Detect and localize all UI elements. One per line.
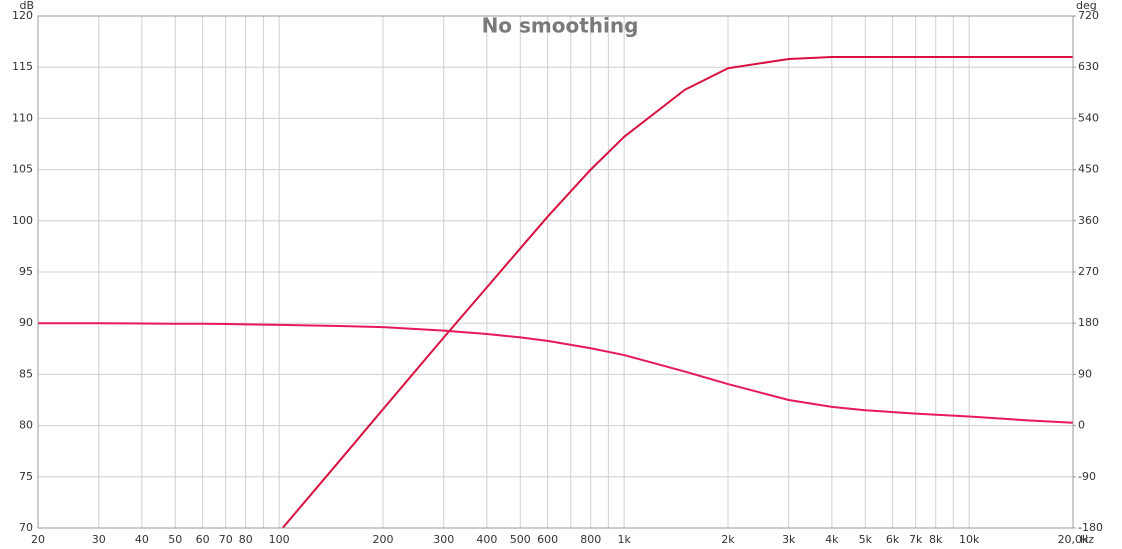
y-tick-label: 115 (12, 60, 33, 73)
y2-tick-label: 360 (1078, 214, 1099, 227)
y2-tick-label: 270 (1078, 265, 1099, 278)
series-line (38, 322, 1073, 424)
x-unit: Hz (1080, 533, 1094, 546)
y2-tick-label: 450 (1078, 163, 1099, 176)
x-tick-label: 80 (239, 533, 253, 546)
x-tick-label: 2k (721, 533, 735, 546)
y-tick-label: 95 (19, 265, 33, 278)
y-unit: dB (19, 0, 34, 12)
x-tick-label: 20 (31, 533, 45, 546)
y-tick-label: 105 (12, 163, 33, 176)
y-tick-label: 100 (12, 214, 33, 227)
y-tick-label: 80 (19, 419, 33, 432)
x-tick-label: 6k (886, 533, 900, 546)
y2-tick-label: 540 (1078, 111, 1099, 124)
y2-tick-label: 90 (1078, 367, 1092, 380)
y2-tick-label: 630 (1078, 60, 1099, 73)
x-tick-label: 70 (219, 533, 233, 546)
x-tick-label: 5k (859, 533, 873, 546)
x-tick-label: 100 (269, 533, 290, 546)
x-tick-label: 500 (510, 533, 531, 546)
y-tick-label: 120 (12, 9, 33, 22)
x-tick-label: 7k (909, 533, 923, 546)
x-tick-label: 4k (825, 533, 839, 546)
y-tick-label: 110 (12, 111, 33, 124)
y2-unit: deg (1076, 0, 1097, 12)
x-tick-label: 200 (373, 533, 394, 546)
series-line (281, 55, 1073, 528)
x-tick-label: 60 (196, 533, 210, 546)
x-tick-label: 1k (617, 533, 631, 546)
y2-tick-label: -90 (1078, 470, 1096, 483)
chart-title: No smoothing (482, 14, 639, 38)
y-tick-label: 75 (19, 470, 33, 483)
x-tick-label: 8k (929, 533, 943, 546)
x-tick-label: 40 (135, 533, 149, 546)
x-tick-label: 20,0k (1058, 533, 1089, 546)
x-tick-label: 400 (476, 533, 497, 546)
y2-tick-label: -180 (1078, 521, 1103, 534)
x-tick-label: 30 (92, 533, 106, 546)
y-tick-label: 90 (19, 316, 33, 329)
y-tick-label: 85 (19, 367, 33, 380)
x-tick-label: 300 (433, 533, 454, 546)
x-tick-label: 3k (782, 533, 796, 546)
y2-tick-label: 180 (1078, 316, 1099, 329)
y-tick-label: 70 (19, 521, 33, 534)
x-tick-label: 600 (537, 533, 558, 546)
x-tick-label: 800 (580, 533, 601, 546)
x-tick-label: 10k (959, 533, 980, 546)
y2-tick-label: 0 (1078, 419, 1085, 432)
x-tick-label: 50 (168, 533, 182, 546)
y2-tick-label: 720 (1078, 9, 1099, 22)
